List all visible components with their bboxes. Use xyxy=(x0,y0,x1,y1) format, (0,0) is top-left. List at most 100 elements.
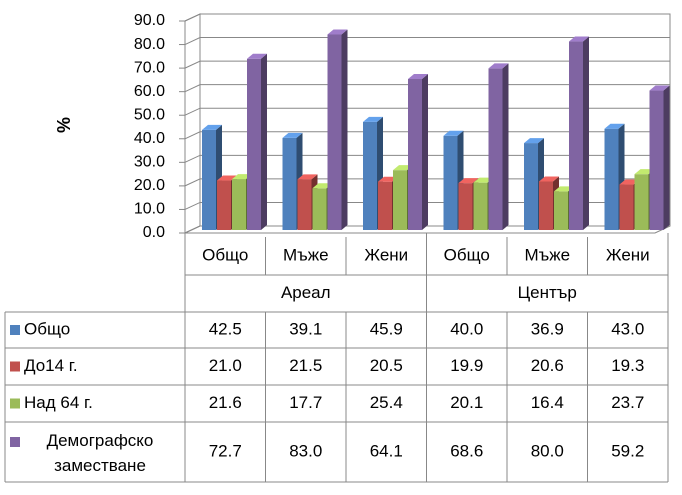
bar-side xyxy=(341,29,348,230)
legend-key xyxy=(10,361,20,372)
table-value: 21.6 xyxy=(209,393,242,412)
legend-label: Над 64 г. xyxy=(24,393,93,412)
legend-label-box: Демографско заместване xyxy=(47,431,154,475)
bar-front xyxy=(202,129,216,230)
bar-top xyxy=(604,123,625,129)
grid-line xyxy=(184,225,670,234)
bar-front xyxy=(327,34,342,230)
table-value: 45.9 xyxy=(370,319,403,338)
table-value: 80.0 xyxy=(531,441,564,460)
table-value: 20.6 xyxy=(531,356,564,375)
y-tick-label: 40.0 xyxy=(134,130,165,147)
table-value: 72.7 xyxy=(209,441,242,460)
bar-front xyxy=(363,121,377,230)
y-tick-label: 50.0 xyxy=(134,106,165,123)
table-value: 16.4 xyxy=(531,393,564,412)
bar-front xyxy=(217,180,231,230)
bar-front xyxy=(297,179,312,230)
table-value: 64.1 xyxy=(370,441,403,460)
grid-line xyxy=(184,178,670,187)
table-value: 17.7 xyxy=(289,393,322,412)
bar-side xyxy=(502,63,509,230)
bar-front xyxy=(247,58,261,230)
bar-front xyxy=(488,68,503,230)
bar-front xyxy=(408,79,422,231)
bar-front xyxy=(569,41,583,230)
y-tick-label: 90.0 xyxy=(134,12,165,29)
side-wall xyxy=(184,13,201,234)
grid-line xyxy=(184,201,670,210)
grid-line xyxy=(184,154,670,163)
bar-top xyxy=(649,85,670,91)
x-tick-label: Мъже xyxy=(524,245,570,264)
y-tick-label: 70.0 xyxy=(134,59,165,76)
legend-key xyxy=(10,325,20,335)
grid-line xyxy=(184,107,670,116)
bar-front xyxy=(539,181,553,230)
legend-key xyxy=(10,398,20,409)
y-axis-label: % xyxy=(54,117,74,133)
bar xyxy=(247,53,267,230)
bar-side xyxy=(422,74,428,231)
bar-side xyxy=(583,36,589,230)
bar-front xyxy=(393,170,407,230)
bar-side xyxy=(663,85,670,230)
legend-key xyxy=(10,437,20,447)
table-value: 59.2 xyxy=(611,441,644,460)
bar-top xyxy=(443,130,464,136)
bar-top xyxy=(202,124,222,130)
bar-top xyxy=(569,36,589,42)
bar-top xyxy=(282,132,303,138)
grid-line xyxy=(184,84,670,93)
y-tick-label: 0.0 xyxy=(143,224,165,241)
table-value: 20.5 xyxy=(370,356,403,375)
bar xyxy=(202,124,222,230)
bar-top xyxy=(297,174,318,180)
bar-front xyxy=(634,174,649,230)
table-value: 23.7 xyxy=(611,393,644,412)
grid-line xyxy=(184,60,670,69)
bar-front xyxy=(604,128,619,230)
table-value: 42.5 xyxy=(209,319,242,338)
table-value: 25.4 xyxy=(370,393,403,412)
bar-top xyxy=(408,74,428,80)
y-tick-label: 80.0 xyxy=(134,36,165,53)
bar-top xyxy=(539,176,559,182)
bar xyxy=(569,36,589,230)
bar-top xyxy=(327,29,348,35)
bar-front xyxy=(458,183,473,230)
table-value: 19.9 xyxy=(450,356,483,375)
table-value: 21.0 xyxy=(209,356,242,375)
bar-front xyxy=(232,179,246,230)
grid-line xyxy=(184,13,670,22)
bar xyxy=(443,130,464,230)
table-value: 43.0 xyxy=(611,319,644,338)
x-tick-label: Жени xyxy=(364,245,408,264)
bar-front xyxy=(554,191,568,230)
bar-front xyxy=(443,135,458,230)
x-tick-label: Жени xyxy=(606,245,650,264)
grid-line xyxy=(184,131,670,140)
bar xyxy=(488,63,509,230)
bar xyxy=(649,85,670,230)
bar-top xyxy=(458,178,479,184)
y-tick-label: 10.0 xyxy=(134,201,165,218)
bar-front xyxy=(282,137,297,230)
bar xyxy=(327,29,348,230)
x-tick-label: Мъже xyxy=(283,245,329,264)
grid-line xyxy=(184,37,670,46)
y-tick-label: 30.0 xyxy=(134,154,165,171)
table-value: 68.6 xyxy=(450,441,483,460)
bar-front xyxy=(378,181,392,230)
table-value: 39.1 xyxy=(289,319,322,338)
bar-front xyxy=(524,143,538,230)
table-value: 83.0 xyxy=(289,441,322,460)
bar-top xyxy=(363,116,383,122)
table-value: 40.0 xyxy=(450,319,483,338)
bar-top xyxy=(524,138,544,144)
table-value: 20.1 xyxy=(450,393,483,412)
bar-top xyxy=(488,63,509,69)
bar-front xyxy=(649,90,664,230)
y-tick-label: 60.0 xyxy=(134,83,165,100)
